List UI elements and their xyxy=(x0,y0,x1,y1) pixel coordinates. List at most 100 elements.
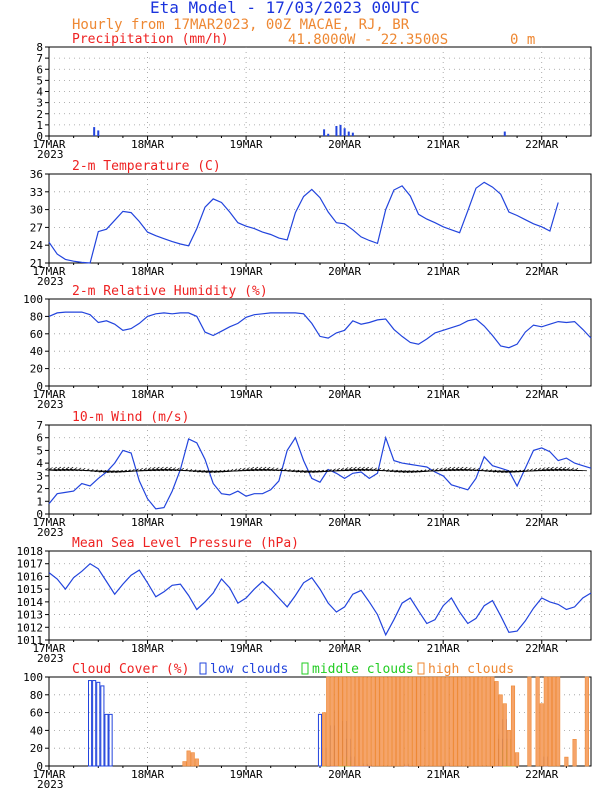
wind-arrow-head xyxy=(106,470,111,473)
wind-arrow-head xyxy=(381,468,386,472)
precip-bar xyxy=(93,127,96,136)
y-tick-label: 0 xyxy=(36,380,43,393)
plot-frame xyxy=(48,173,592,264)
x-tick-label: 21MAR xyxy=(427,642,460,655)
wind-arrow-head xyxy=(484,468,488,472)
y-tick-label: 4 xyxy=(36,457,43,470)
precip-bar xyxy=(343,128,346,136)
y-tick-label: 1015 xyxy=(17,583,44,596)
high-cloud-bar xyxy=(478,676,483,767)
precip-bar xyxy=(323,129,326,136)
wind-arrow-head xyxy=(254,466,259,470)
legend-middle-clouds-swatch xyxy=(301,662,309,675)
high-cloud-bar xyxy=(371,676,376,767)
wind-arrow-head xyxy=(558,466,563,470)
wind-arrow xyxy=(349,468,362,472)
wind-arrow xyxy=(156,468,169,472)
precip-bar xyxy=(327,133,330,136)
wind-arrow-head xyxy=(98,469,102,473)
wind-arrow-head xyxy=(418,469,423,473)
x-tick-label: 22MAR xyxy=(525,642,558,655)
y-tick-label: 2 xyxy=(36,108,43,121)
legend-low-clouds: low clouds xyxy=(210,662,288,677)
wind-arrow-head xyxy=(513,470,517,473)
x-tick-label: 18MAR xyxy=(131,265,164,278)
wind-arrow-head xyxy=(160,466,164,470)
high-cloud-bar xyxy=(564,756,569,767)
series-line xyxy=(48,311,592,349)
x-tick-label: 21MAR xyxy=(427,265,460,278)
x-tick-label: 22MAR xyxy=(525,768,558,781)
wind-arrow-head xyxy=(246,467,250,470)
high-cloud-bar xyxy=(461,676,466,767)
x-tick-label: 18MAR xyxy=(131,138,164,151)
low-cloud-bar xyxy=(104,713,109,767)
wind-arrow-head xyxy=(287,468,291,472)
x-tick-label: 22MAR xyxy=(525,388,558,401)
wind-arrow-head xyxy=(299,470,304,473)
high-cloud-bar xyxy=(556,676,561,767)
wind-arrow-head xyxy=(164,466,168,470)
x-tick-label: 17MAR xyxy=(32,138,65,151)
wind-arrow-head xyxy=(365,466,369,470)
wind-arrow-head xyxy=(291,469,295,472)
wind-arrow-head xyxy=(152,466,156,470)
high-cloud-bar xyxy=(412,676,417,767)
wind-arrow-head xyxy=(250,466,254,470)
high-cloud-bar xyxy=(584,676,589,767)
wind-arrow-head xyxy=(320,469,324,473)
high-cloud-bar xyxy=(482,676,487,767)
wind-arrow-head xyxy=(312,470,316,473)
high-cloud-bar xyxy=(465,676,470,767)
wind-arrow-head xyxy=(336,468,340,471)
wind-arrow-head xyxy=(570,467,575,471)
wind-arrow-head xyxy=(566,467,571,470)
precip-bar xyxy=(97,130,100,136)
x-tick-label: 21MAR xyxy=(427,516,460,529)
y-tick-label: 0 xyxy=(36,760,43,773)
x-tick-label: 20MAR xyxy=(328,388,361,401)
y-tick-label: 40 xyxy=(30,345,43,358)
x-tick-label: 20MAR xyxy=(328,642,361,655)
wind-arrow-head xyxy=(275,467,279,471)
wind-arrow xyxy=(148,469,160,472)
wind-arrow-head xyxy=(271,467,275,470)
wind-arrow-head xyxy=(353,466,357,470)
y-tick-label: 1012 xyxy=(17,621,44,634)
wind-arrow-head xyxy=(344,467,349,470)
wind-arrow-head xyxy=(283,468,287,472)
wind-arrow-head xyxy=(414,470,419,473)
wind-arrow xyxy=(66,468,78,472)
x-tick-label: 20MAR xyxy=(328,265,361,278)
panel-title: Precipitation (mm/h) xyxy=(72,32,229,47)
wind-arrow-head xyxy=(57,466,62,470)
wind-arrow-head xyxy=(517,469,521,473)
wind-arrow-head xyxy=(115,470,119,473)
high-cloud-bar xyxy=(326,676,331,767)
y-tick-label: 100 xyxy=(23,293,43,306)
x-tick-label: 18MAR xyxy=(131,768,164,781)
wind-arrow xyxy=(45,469,58,472)
wind-arrow xyxy=(554,468,567,472)
high-cloud-bar xyxy=(322,712,327,767)
wind-arrow xyxy=(452,468,464,472)
wind-arrow-head xyxy=(77,467,82,471)
high-cloud-bar xyxy=(498,694,503,767)
wind-arrow-head xyxy=(529,468,533,472)
wind-arrow-head xyxy=(501,470,505,473)
high-cloud-bar xyxy=(391,676,396,767)
wind-arrow-head xyxy=(435,468,439,471)
wind-arrow-head xyxy=(443,467,447,470)
wind-arrow-head xyxy=(81,468,86,471)
wind-arrow xyxy=(160,468,173,472)
wind-arrow-head xyxy=(533,468,538,471)
x-year-label: 2023 xyxy=(37,526,64,539)
x-tick-label: 20MAR xyxy=(328,138,361,151)
high-cloud-bar xyxy=(387,676,392,767)
x-tick-label: 18MAR xyxy=(131,642,164,655)
wind-arrow-head xyxy=(229,468,234,472)
y-tick-label: 27 xyxy=(30,221,43,234)
wind-arrow-head xyxy=(111,470,115,473)
high-cloud-bar xyxy=(441,676,446,767)
